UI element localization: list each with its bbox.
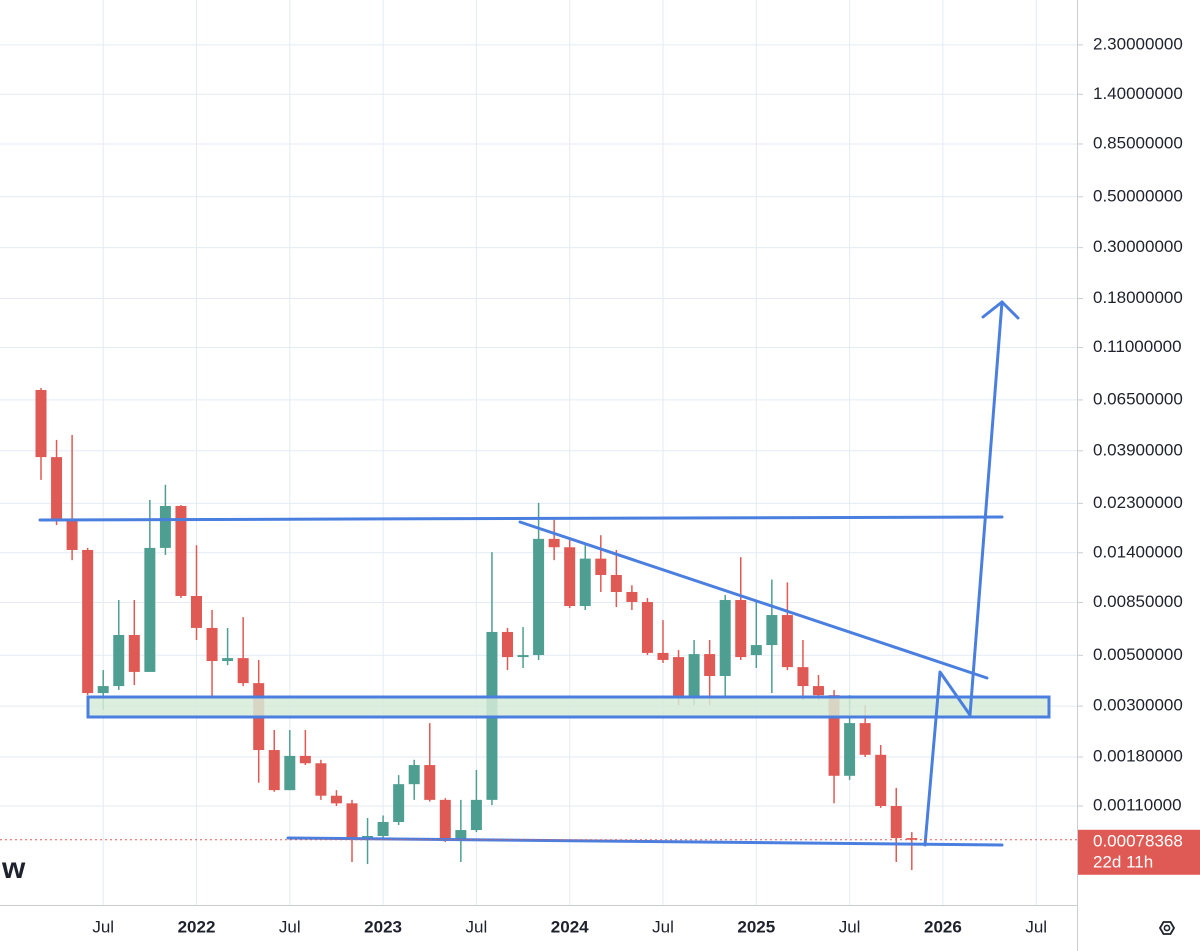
candle-body: [564, 547, 576, 607]
candle-body: [51, 457, 63, 520]
y-tick-label: 0.00300000: [1093, 696, 1183, 715]
y-tick-label: 0.06500000: [1093, 389, 1183, 408]
candle-body: [222, 658, 234, 662]
candle-body: [159, 505, 171, 548]
x-tick-label: Jul: [1025, 917, 1047, 936]
y-tick-label: 0.00850000: [1093, 592, 1183, 611]
candle-body: [362, 835, 374, 839]
x-tick-label: 2022: [178, 917, 216, 936]
candle-body: [393, 784, 405, 822]
candle-body: [346, 803, 358, 839]
y-tick-label: 0.01400000: [1093, 542, 1183, 561]
x-tick-label: Jul: [839, 917, 861, 936]
projection-path: [923, 300, 1004, 847]
y-tick-label: 0.00180000: [1093, 746, 1183, 765]
candle-body: [610, 574, 622, 593]
bottom-line: [286, 836, 1004, 847]
candle-body: [735, 600, 747, 658]
x-tick-label: 2023: [364, 917, 402, 936]
y-tick-label: 0.03900000: [1093, 440, 1183, 459]
candle-body: [890, 806, 902, 839]
x-tick-label: Jul: [466, 917, 488, 936]
candle-body: [673, 657, 685, 699]
candle-body: [844, 723, 856, 776]
candle-body: [517, 655, 529, 658]
candle-body: [315, 763, 327, 796]
x-tick-label: 2024: [551, 917, 589, 936]
y-tick-label: 0.85000000: [1093, 133, 1183, 152]
candle-body: [781, 615, 793, 668]
y-tick-label: 0.30000000: [1093, 237, 1183, 256]
trend-line: [518, 520, 989, 680]
candle-body: [330, 795, 342, 804]
candle-body: [595, 558, 607, 575]
y-tick-label: 0.18000000: [1093, 288, 1183, 307]
x-tick-label: 2025: [737, 917, 775, 936]
y-tick-label: 1.40000000: [1093, 84, 1183, 103]
candle-body: [859, 723, 871, 755]
countdown-label: 22d 11h: [1093, 852, 1153, 871]
candle-body: [191, 595, 202, 628]
candle-body: [750, 645, 762, 656]
candle-body: [268, 750, 280, 791]
candle-body: [641, 601, 653, 653]
y-tick-label: 0.00110000: [1093, 796, 1182, 815]
candle-body: [284, 755, 296, 791]
candle-body: [128, 634, 140, 672]
support-zone: [86, 695, 1051, 719]
candle-body: [35, 390, 47, 458]
candle-body: [657, 652, 669, 660]
candle-body: [875, 754, 887, 807]
settings-icon[interactable]: [1158, 921, 1176, 935]
candle-body: [424, 765, 436, 800]
drawings: [38, 300, 1051, 847]
y-tick-label: 0.00500000: [1093, 645, 1183, 664]
logo: w: [1, 852, 26, 885]
last-price-box: [1078, 829, 1200, 875]
x-tick-label: Jul: [92, 917, 114, 936]
y-tick-label: 2.30000000: [1093, 34, 1183, 53]
arrow-head: [981, 300, 1020, 320]
candle-body: [66, 519, 78, 550]
candle-body: [97, 686, 109, 694]
candle-body: [470, 799, 482, 831]
last-price-label: 0.00078368: [1093, 831, 1183, 850]
settings-button[interactable]: [1158, 921, 1176, 935]
y-tick-label: 0.11000000: [1093, 337, 1182, 356]
x-tick-label: 2026: [924, 917, 962, 936]
candle-body: [439, 799, 451, 840]
candle-body: [626, 592, 638, 602]
candle-body: [206, 627, 218, 662]
candle-body: [688, 654, 700, 699]
candle-body: [502, 631, 513, 658]
candle-body: [377, 821, 389, 836]
y-tick-label: 0.02300000: [1093, 493, 1183, 512]
candle-body: [766, 615, 778, 646]
resistance-line: [38, 515, 1004, 522]
candle-body: [237, 658, 249, 684]
candle-body: [828, 695, 840, 776]
y-tick-label: 0.50000000: [1093, 186, 1183, 205]
candle-body: [82, 549, 94, 694]
candle-body: [579, 558, 591, 607]
candle-body: [144, 547, 156, 672]
candle-body: [408, 765, 420, 785]
settings-icon-center[interactable]: [1163, 924, 1171, 932]
candle-body: [113, 634, 125, 687]
x-tick-label: Jul: [652, 917, 674, 936]
candle-body: [797, 667, 809, 687]
candle-body: [299, 755, 311, 764]
candle-body: [533, 538, 545, 656]
candle-body: [906, 838, 918, 840]
candle-body: [704, 654, 716, 677]
candle-body: [719, 600, 731, 677]
x-tick-label: Jul: [279, 917, 301, 936]
candle-body: [455, 830, 467, 840]
candle-body: [813, 686, 824, 696]
candle-body: [548, 538, 560, 548]
candle-body: [175, 505, 187, 596]
